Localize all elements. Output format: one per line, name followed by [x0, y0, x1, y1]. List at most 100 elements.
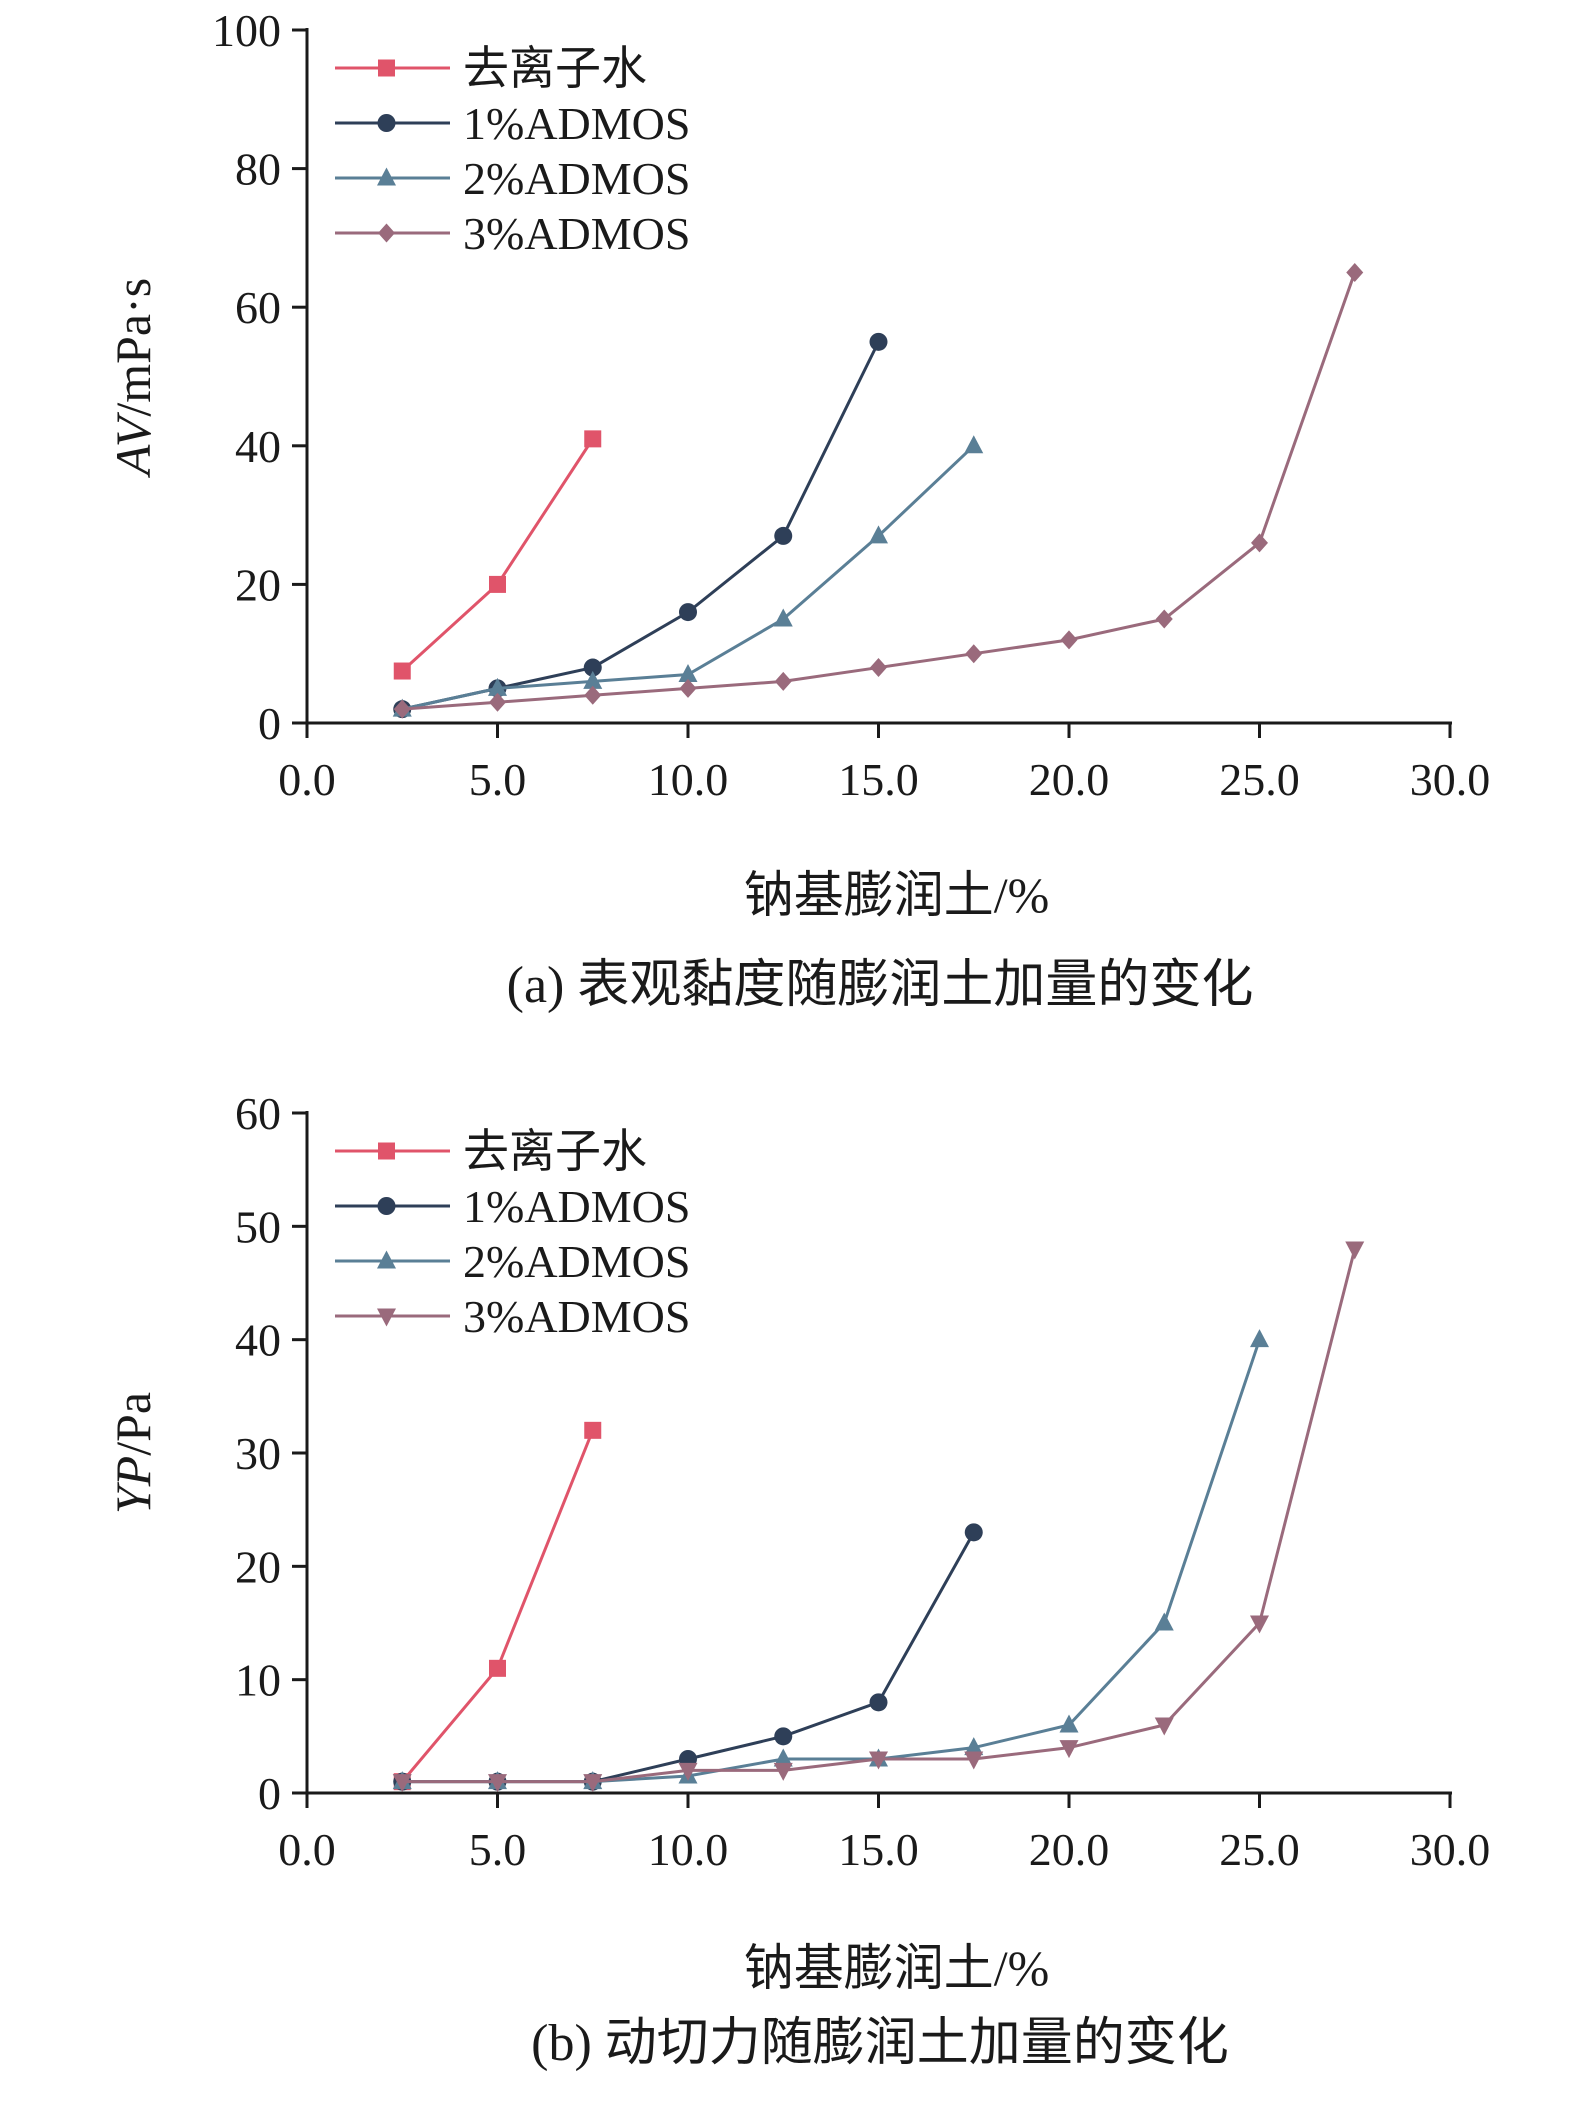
chart-a-series-4-point	[393, 699, 411, 719]
chart-a-series-4-point	[1346, 263, 1364, 283]
chart-b-series-4-point	[392, 1774, 412, 1793]
chart-b-series-4-point	[869, 1751, 888, 1770]
chart-a-series-3-point	[583, 670, 603, 689]
chart-a-y-tick-label: 60	[235, 282, 281, 333]
chart-b-y-tick-label: 60	[235, 1088, 281, 1139]
chart-b-series-4-point	[488, 1774, 507, 1793]
chart-a-y-tick-label: 40	[235, 421, 281, 472]
chart-b-legend-label-3: 2%ADMOS	[463, 1236, 690, 1287]
chart-a-series-4-point	[489, 692, 506, 712]
chart-a-y-axis-label-unit: /mPa·s	[105, 278, 161, 417]
chart-a-x-tick-label: 10.0	[648, 754, 729, 805]
chart-a-y-tick-label: 100	[212, 5, 281, 56]
chart-b-series-4-point	[1345, 1241, 1365, 1260]
chart-a-series-2-point	[583, 658, 602, 677]
chart-a-series-4-point	[1060, 630, 1078, 650]
chart-b-legend-label-2: 1%ADMOS	[463, 1181, 690, 1232]
chart-a-legend-item-2: 1%ADMOS	[335, 98, 690, 149]
chart-b-series-3-point	[773, 1748, 793, 1767]
chart-a-series-1-line	[401, 438, 595, 673]
chart-b-legend-label-4: 3%ADMOS	[463, 1291, 690, 1342]
chart-a-y-axis-label-var: AV	[105, 411, 161, 478]
chart-a-caption: (a) 表观黏度随膨润土加量的变化	[507, 957, 1254, 1014]
chart-b-series-4-point	[583, 1774, 603, 1793]
chart-b-y-tick-label: 50	[235, 1201, 281, 1252]
chart-b-y-axis-label-unit: /Pa	[105, 1392, 161, 1456]
chart-b-y-axis-label: YP/Pa	[105, 1392, 161, 1514]
chart-b-legend-marker-1	[378, 1142, 395, 1160]
chart-a-series-3-point	[773, 608, 793, 627]
chart-a-series-3-point	[488, 677, 507, 696]
chart-b-x-tick-label: 30.0	[1410, 1824, 1491, 1875]
chart-b-series-2-point	[774, 1727, 793, 1746]
chart-b-series-4-point	[964, 1751, 984, 1770]
chart-a-x-tick-label: 20.0	[1029, 754, 1110, 805]
chart-a-y-tick-label: 80	[235, 144, 281, 195]
chart-b-series-3-point	[1154, 1612, 1174, 1631]
chart-a-series-4	[393, 263, 1364, 719]
chart-a-series-2-point	[774, 526, 793, 545]
chart-a-legend-label-4: 3%ADMOS	[463, 208, 690, 259]
chart-a-x-tick-label: 25.0	[1219, 754, 1300, 805]
chart-a-series-4-point	[679, 678, 697, 698]
chart-a-series-3-point	[964, 435, 984, 454]
chart-b-y-tick-label: 10	[235, 1655, 281, 1706]
chart-a-legend-marker-1	[378, 59, 395, 77]
chart-b-series-2-point	[869, 1693, 888, 1712]
chart-a: 0 20 40 60 80 100 0.0 5.0 10.0 15.0 20.0 25.0 30.0 钠基…	[105, 5, 1491, 1014]
chart-a-x-tick-label: 15.0	[838, 754, 919, 805]
chart-b-legend-marker-3	[377, 1250, 396, 1269]
chart-a-series-2-line	[401, 341, 880, 711]
chart-a-legend-label-3: 2%ADMOS	[463, 153, 690, 204]
chart-a-series-3-point	[678, 663, 698, 682]
chart-b-series-4	[392, 1241, 1365, 1793]
chart-b-series-4-point	[1250, 1615, 1269, 1634]
chart-b-y-tick-label: 30	[235, 1428, 281, 1479]
chart-b-legend-marker-2	[377, 1197, 396, 1215]
chart-a-y-axis-label: AV/mPa·s	[105, 278, 161, 479]
chart-b-legend-label-1: 去离子水	[463, 1126, 647, 1177]
chart-a-series-4-point	[1155, 609, 1173, 629]
chart-b-x-tick-label: 10.0	[648, 1824, 729, 1875]
chart-b-caption: (b) 动切力随膨润土加量的变化	[531, 2015, 1229, 2072]
chart-b-x-tick-label: 5.0	[469, 1824, 527, 1875]
chart-a-legend-item-3: 2%ADMOS	[335, 153, 690, 204]
chart-b-series-4-point	[1059, 1740, 1079, 1759]
chart-a-series-3	[392, 435, 984, 717]
chart-a-series-4-point	[584, 685, 602, 705]
chart-b-series-3-line	[402, 1339, 1261, 1784]
chart-a-x-axis-label: 钠基膨润土/%	[744, 867, 1050, 923]
chart-b-series-3-point	[964, 1737, 984, 1756]
chart-b-x-tick-label: 25.0	[1219, 1824, 1300, 1875]
chart-a-legend-label-1: 去离子水	[463, 43, 647, 94]
chart-b-series-2-point	[964, 1523, 983, 1542]
chart-b-x-tick-label: 20.0	[1029, 1824, 1110, 1875]
chart-b: 0 10 20 30 40 50 60 0.0 5.0 10.0 15.0 20.0 25.0 30.0 钠…	[0, 1080, 1575, 2101]
chart-b-y-axis-label-var: YP	[105, 1456, 161, 1514]
chart-a-y-tick-label: 0	[258, 698, 281, 749]
chart-b-series-3-point	[1059, 1714, 1079, 1733]
chart-a-series-4-point	[1251, 533, 1268, 553]
chart-a-series-1	[393, 430, 602, 680]
chart-a-x-tick-label: 30.0	[1410, 754, 1491, 805]
chart-b-series-3-point	[1250, 1329, 1269, 1348]
chart-a-legend-label-2: 1%ADMOS	[463, 98, 690, 149]
chart-a-x-tick-label: 0.0	[278, 754, 336, 805]
chart-a-series-1-point	[584, 430, 602, 448]
chart-a-series-1-point	[489, 575, 506, 593]
chart-a-legend-item-1: 去离子水	[335, 43, 647, 94]
chart-b-series-1-line	[401, 1429, 595, 1783]
chart-a-x-tick-label: 5.0	[469, 754, 527, 805]
chart-a-legend-marker-4	[378, 223, 395, 243]
chart-a-svg: 0 20 40 60 80 100 0.0 5.0 10.0 15.0 20.0 25.0 30.0 钠基…	[105, 5, 1491, 1014]
chart-b-series-1	[393, 1421, 602, 1791]
chart-b-y-tick-label: 20	[235, 1541, 281, 1592]
chart-a-series-1-point	[393, 662, 411, 680]
chart-a-series-3-point	[869, 525, 888, 544]
chart-a-series-2-point	[869, 332, 888, 351]
chart-a-y-tick-label: 20	[235, 559, 281, 610]
chart-b-x-tick-label: 0.0	[278, 1824, 336, 1875]
chart-b-series-1-point	[489, 1659, 506, 1677]
chart-a-series-4-point	[774, 671, 792, 691]
chart-b-legend-item-3: 2%ADMOS	[335, 1236, 690, 1287]
